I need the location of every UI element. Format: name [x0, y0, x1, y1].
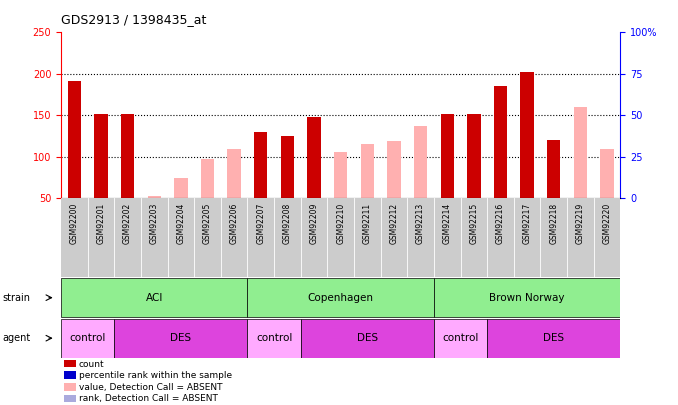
Text: GSM92219: GSM92219 [576, 202, 585, 244]
Bar [361, 145, 374, 198]
Text: rank, Detection Call = ABSENT: rank, Detection Call = ABSENT [79, 394, 218, 403]
Bar [174, 178, 188, 198]
Bar [467, 114, 481, 198]
Bar [64, 371, 76, 379]
Text: DES: DES [170, 333, 191, 343]
Text: ACI: ACI [146, 293, 163, 303]
Text: GDS2913 / 1398435_at: GDS2913 / 1398435_at [61, 13, 206, 26]
Bar [601, 149, 614, 198]
Text: DES: DES [357, 333, 378, 343]
Bar [94, 114, 108, 198]
Bar [121, 114, 134, 198]
Text: percentile rank within the sample: percentile rank within the sample [79, 371, 232, 380]
Text: control: control [69, 333, 106, 343]
Text: DES: DES [543, 333, 564, 343]
Bar [64, 395, 76, 402]
Text: Copenhagen: Copenhagen [308, 293, 374, 303]
Text: count: count [79, 360, 104, 369]
Bar [61, 319, 115, 358]
Text: value, Detection Call = ABSENT: value, Detection Call = ABSENT [79, 383, 222, 392]
Text: GSM92211: GSM92211 [363, 202, 372, 243]
Text: GSM92213: GSM92213 [416, 202, 425, 244]
Bar [281, 136, 294, 198]
Bar [494, 86, 507, 198]
Text: GSM92207: GSM92207 [256, 202, 265, 244]
Bar [547, 140, 561, 198]
Bar [64, 383, 76, 390]
Bar [68, 81, 81, 198]
Bar [334, 152, 347, 198]
Text: agent: agent [2, 333, 31, 343]
Bar [148, 196, 161, 198]
Bar [115, 319, 247, 358]
Bar [247, 319, 301, 358]
Text: control: control [256, 333, 292, 343]
Text: strain: strain [2, 293, 30, 303]
Text: GSM92201: GSM92201 [96, 202, 106, 244]
Bar [254, 132, 267, 198]
Bar [414, 126, 427, 198]
Text: GSM92202: GSM92202 [123, 202, 132, 244]
Text: GSM92218: GSM92218 [549, 202, 558, 243]
Text: GSM92217: GSM92217 [523, 202, 532, 244]
Bar [387, 141, 401, 198]
Bar [61, 278, 247, 317]
Bar [434, 319, 487, 358]
Bar [228, 149, 241, 198]
Text: GSM92206: GSM92206 [230, 202, 239, 244]
Text: control: control [442, 333, 479, 343]
Bar [301, 319, 434, 358]
Text: GSM92210: GSM92210 [336, 202, 345, 244]
Text: GSM92214: GSM92214 [443, 202, 452, 244]
Text: GSM92208: GSM92208 [283, 202, 292, 244]
Bar [247, 278, 434, 317]
Text: GSM92216: GSM92216 [496, 202, 505, 244]
Text: GSM92200: GSM92200 [70, 202, 79, 244]
Text: Brown Norway: Brown Norway [490, 293, 565, 303]
Bar [434, 278, 620, 317]
Text: GSM92220: GSM92220 [603, 202, 612, 244]
Bar [521, 72, 534, 198]
Text: GSM92204: GSM92204 [176, 202, 185, 244]
Bar [307, 117, 321, 198]
Text: GSM92215: GSM92215 [469, 202, 479, 244]
Text: GSM92209: GSM92209 [310, 202, 319, 244]
Bar [441, 114, 454, 198]
Text: GSM92203: GSM92203 [150, 202, 159, 244]
Bar [64, 360, 76, 367]
Bar [487, 319, 620, 358]
Text: GSM92212: GSM92212 [389, 202, 399, 243]
Text: GSM92205: GSM92205 [203, 202, 212, 244]
Bar [201, 159, 214, 198]
Bar [574, 107, 587, 198]
